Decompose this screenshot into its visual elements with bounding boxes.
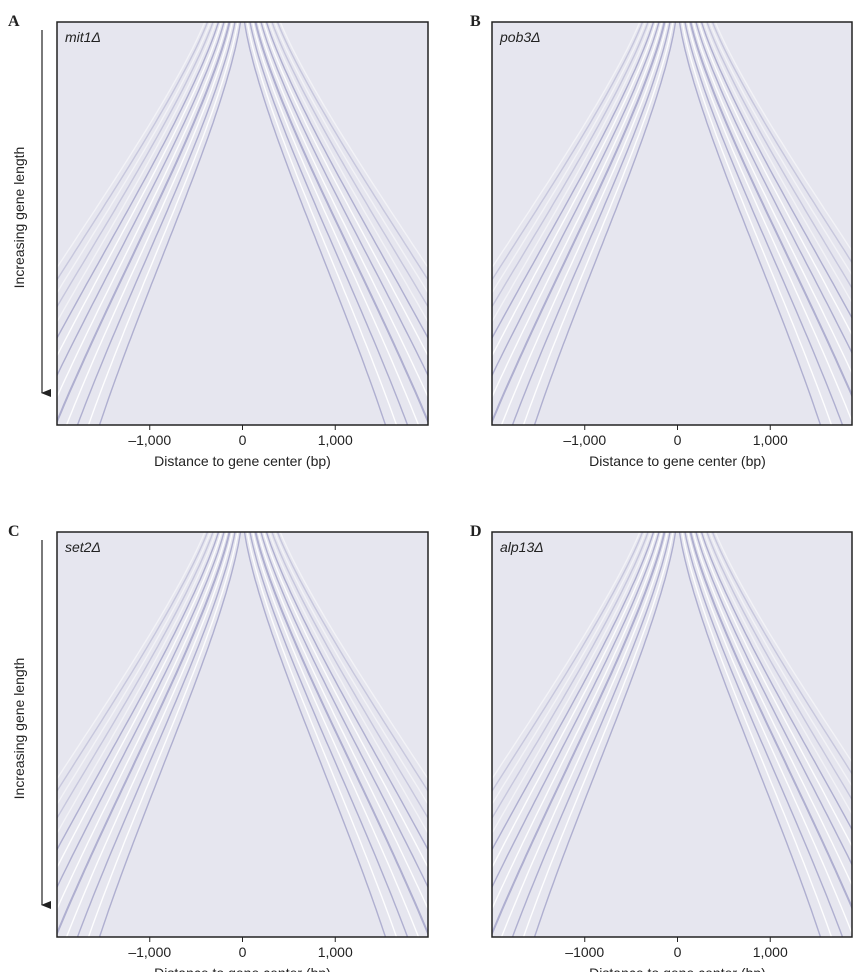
panel-title: set2Δ: [65, 539, 101, 555]
x-tick-label: 1,000: [318, 944, 353, 960]
x-tick-label: 0: [674, 432, 682, 448]
x-axis-label: Distance to gene center (bp): [589, 453, 766, 469]
x-axis-label: Distance to gene center (bp): [154, 965, 331, 972]
panel-title: mit1Δ: [65, 29, 101, 45]
panel-title: alp13Δ: [500, 539, 544, 555]
y-axis-label: Increasing gene length: [11, 147, 27, 289]
x-tick-label: 0: [674, 944, 682, 960]
heatmap-image: [392, 532, 853, 937]
heatmap-background: [57, 22, 428, 425]
x-tick-label: 1,000: [318, 432, 353, 448]
panel-label: A: [8, 13, 20, 30]
heatmap-image: [0, 22, 529, 425]
x-axis-label: Distance to gene center (bp): [589, 965, 766, 972]
panel-label: B: [470, 13, 481, 30]
x-tick-label: –1,000: [128, 432, 171, 448]
x-tick-label: –1000: [565, 944, 604, 960]
x-tick-label: 0: [239, 944, 247, 960]
x-tick-label: 0: [239, 432, 247, 448]
panel-title: pob3Δ: [499, 29, 541, 45]
heatmap-image: [392, 22, 853, 425]
heatmap-image: [0, 532, 529, 937]
x-axis-label: Distance to gene center (bp): [154, 453, 331, 469]
x-tick-label: –1,000: [563, 432, 606, 448]
panel-label: C: [8, 523, 20, 540]
x-tick-label: 1,000: [753, 432, 788, 448]
x-tick-label: –1,000: [128, 944, 171, 960]
x-tick-label: 1,000: [753, 944, 788, 960]
panel-label: D: [470, 523, 482, 540]
heatmap-background: [57, 532, 428, 937]
y-axis-label: Increasing gene length: [11, 658, 27, 800]
